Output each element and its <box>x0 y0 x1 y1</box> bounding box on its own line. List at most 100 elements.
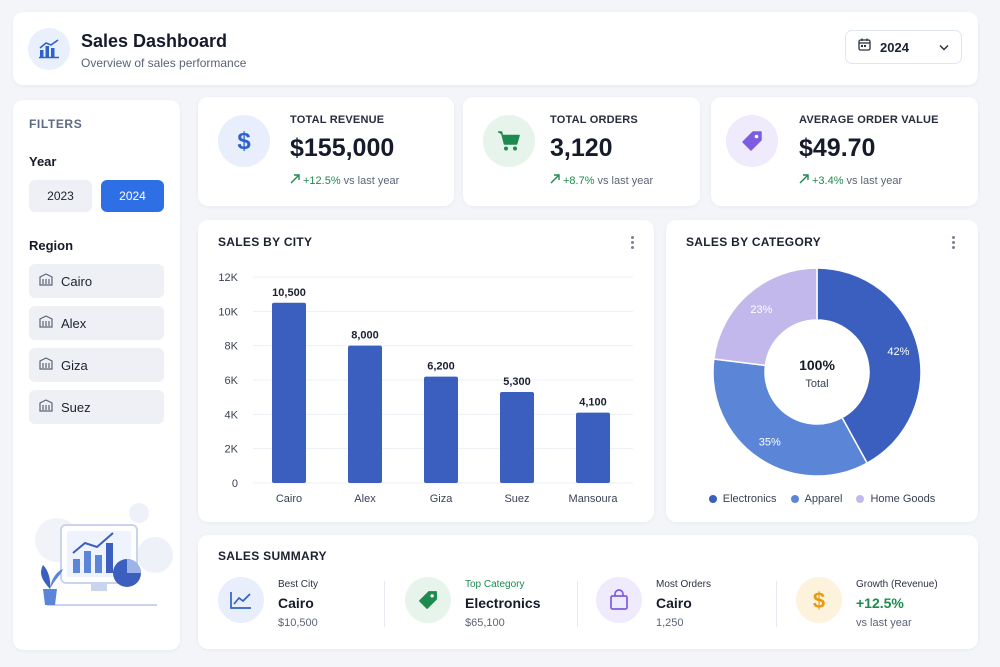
filters-sidebar: FILTERS Year 2023 2024 Region Cairo Alex… <box>13 100 180 650</box>
summary-sub: 1,250 <box>656 617 684 629</box>
summary-value: Cairo <box>278 595 314 611</box>
kpi-value: $49.70 <box>799 134 876 162</box>
legend-dot <box>790 495 799 503</box>
bar-cairo <box>272 302 306 483</box>
kpi-value: 3,120 <box>550 134 613 162</box>
kpi-label: TOTAL ORDERS <box>550 114 638 126</box>
kpi-label: AVERAGE ORDER VALUE <box>799 114 939 126</box>
summary-value: Electronics <box>465 595 541 611</box>
y-tick-label: 12K <box>218 272 238 284</box>
summary-sub: vs last year <box>856 617 912 629</box>
y-tick-label: 6K <box>225 375 239 387</box>
summary-item-best-city: Best City Cairo $10,500 <box>218 575 378 631</box>
bar-mansoura <box>576 412 610 483</box>
summary-value: Cairo <box>656 595 692 611</box>
sales-summary-title: SALES SUMMARY <box>218 549 327 563</box>
x-tick-label: Mansoura <box>569 493 619 505</box>
x-tick-label: Giza <box>430 493 454 505</box>
shopping-bag-icon <box>596 577 642 623</box>
sales-by-category-card: SALES BY CATEGORY 42% 35% 23% 100% Total Ele… <box>666 220 978 522</box>
region-item-cairo[interactable]: Cairo <box>29 264 164 298</box>
legend-dot <box>856 495 865 503</box>
kpi-change: +12.5% vs last year <box>290 174 399 187</box>
kpi-label: TOTAL REVENUE <box>290 114 385 126</box>
year-dropdown-value: 2024 <box>880 39 909 55</box>
region-label: Alex <box>61 315 87 331</box>
divider <box>577 581 578 627</box>
analytics-illustration <box>35 503 173 606</box>
x-tick-label: Suez <box>504 493 529 505</box>
y-tick-label: 0 <box>232 478 238 490</box>
svg-text:$: $ <box>813 588 825 612</box>
kpi-card-average-order-value: AVERAGE ORDER VALUE $49.70 +3.4% vs last… <box>711 97 978 206</box>
year-button-2024[interactable]: 2024 <box>101 180 164 212</box>
legend-item-apparel: Apparel <box>790 493 843 505</box>
summary-label: Top Category <box>465 579 525 590</box>
filters-title: FILTERS <box>29 117 83 131</box>
bar-alex <box>348 345 382 483</box>
slice-value-label: 42% <box>887 346 909 358</box>
kpi-change-value: +3.4% <box>812 174 844 187</box>
slice-home-goods <box>712 267 818 367</box>
tag-icon <box>726 115 778 167</box>
bar-chart-logo-icon <box>28 28 70 70</box>
trend-up-icon <box>290 174 300 187</box>
trend-up-icon <box>550 174 560 187</box>
bar-value-label: 10,500 <box>272 287 306 299</box>
tag-icon <box>405 577 451 623</box>
trend-chart-icon <box>218 577 264 623</box>
year-filter-label: Year <box>29 154 57 169</box>
legend-dot <box>708 495 717 503</box>
legend-item-home-goods: Home Goods <box>856 493 935 505</box>
sales-summary-card: SALES SUMMARY Best City Cairo $10,500 To… <box>198 535 978 649</box>
y-tick-label: 10K <box>218 306 238 318</box>
region-filter-label: Region <box>29 238 74 253</box>
sales-by-city-card: SALES BY CITY 0 2K 4K 6K 8K 10K 12K 10,500 Cairo… <box>198 220 654 522</box>
more-options-icon[interactable] <box>625 234 639 250</box>
summary-sub: $10,500 <box>278 617 318 629</box>
dollar-icon: $ <box>796 577 842 623</box>
summary-item-top-category: Top Category Electronics $65,100 <box>405 575 575 631</box>
more-options-icon[interactable] <box>946 234 960 250</box>
dollar-icon: $ <box>218 115 270 167</box>
donut-center-value: 100% <box>799 357 835 373</box>
legend-label: Apparel <box>804 493 843 505</box>
bar-value-label: 8,000 <box>351 330 379 342</box>
building-icon <box>39 273 53 289</box>
region-item-giza[interactable]: Giza <box>29 348 164 382</box>
kpi-card-total-orders: TOTAL ORDERS 3,120 +8.7% vs last year <box>463 97 700 206</box>
dashboard-header: Sales Dashboard Overview of sales perfor… <box>13 12 978 85</box>
chevron-down-icon <box>939 38 949 56</box>
trend-up-icon <box>799 174 809 187</box>
cart-icon <box>483 115 535 167</box>
summary-value: +12.5% <box>856 595 904 611</box>
kpi-change-value: +12.5% <box>303 174 341 187</box>
kpi-change-value: +8.7% <box>563 174 595 187</box>
legend-item-electronics: Electronics <box>708 493 777 505</box>
page-title: Sales Dashboard <box>81 31 228 51</box>
y-tick-label: 8K <box>225 341 239 353</box>
slice-electronics <box>816 267 922 465</box>
building-icon <box>39 357 53 373</box>
legend-label: Home Goods <box>870 493 936 505</box>
y-tick-label: 4K <box>225 409 239 421</box>
y-tick-label: 2K <box>225 444 239 456</box>
calendar-icon <box>858 38 871 56</box>
sales-by-city-chart: 0 2K 4K 6K 8K 10K 12K 10,500 Cairo 8,000 Alex 6,200… <box>218 272 633 505</box>
region-item-alex[interactable]: Alex <box>29 306 164 340</box>
kpi-value: $155,000 <box>290 134 395 162</box>
x-tick-label: Cairo <box>276 493 302 505</box>
bar-giza <box>424 376 458 483</box>
year-dropdown[interactable]: 2024 <box>845 30 962 64</box>
building-icon <box>39 315 53 331</box>
building-icon <box>39 399 53 415</box>
summary-sub: $65,100 <box>465 617 505 629</box>
bar-suez <box>500 392 534 483</box>
divider <box>776 581 777 627</box>
slice-value-label: 35% <box>759 436 781 448</box>
region-item-suez[interactable]: Suez <box>29 390 164 424</box>
donut-center-label: Total <box>805 378 828 390</box>
region-label: Cairo <box>61 273 93 289</box>
kpi-card-total-revenue: $ TOTAL REVENUE $155,000 +12.5% vs last … <box>198 97 454 206</box>
year-button-2023[interactable]: 2023 <box>29 180 92 212</box>
